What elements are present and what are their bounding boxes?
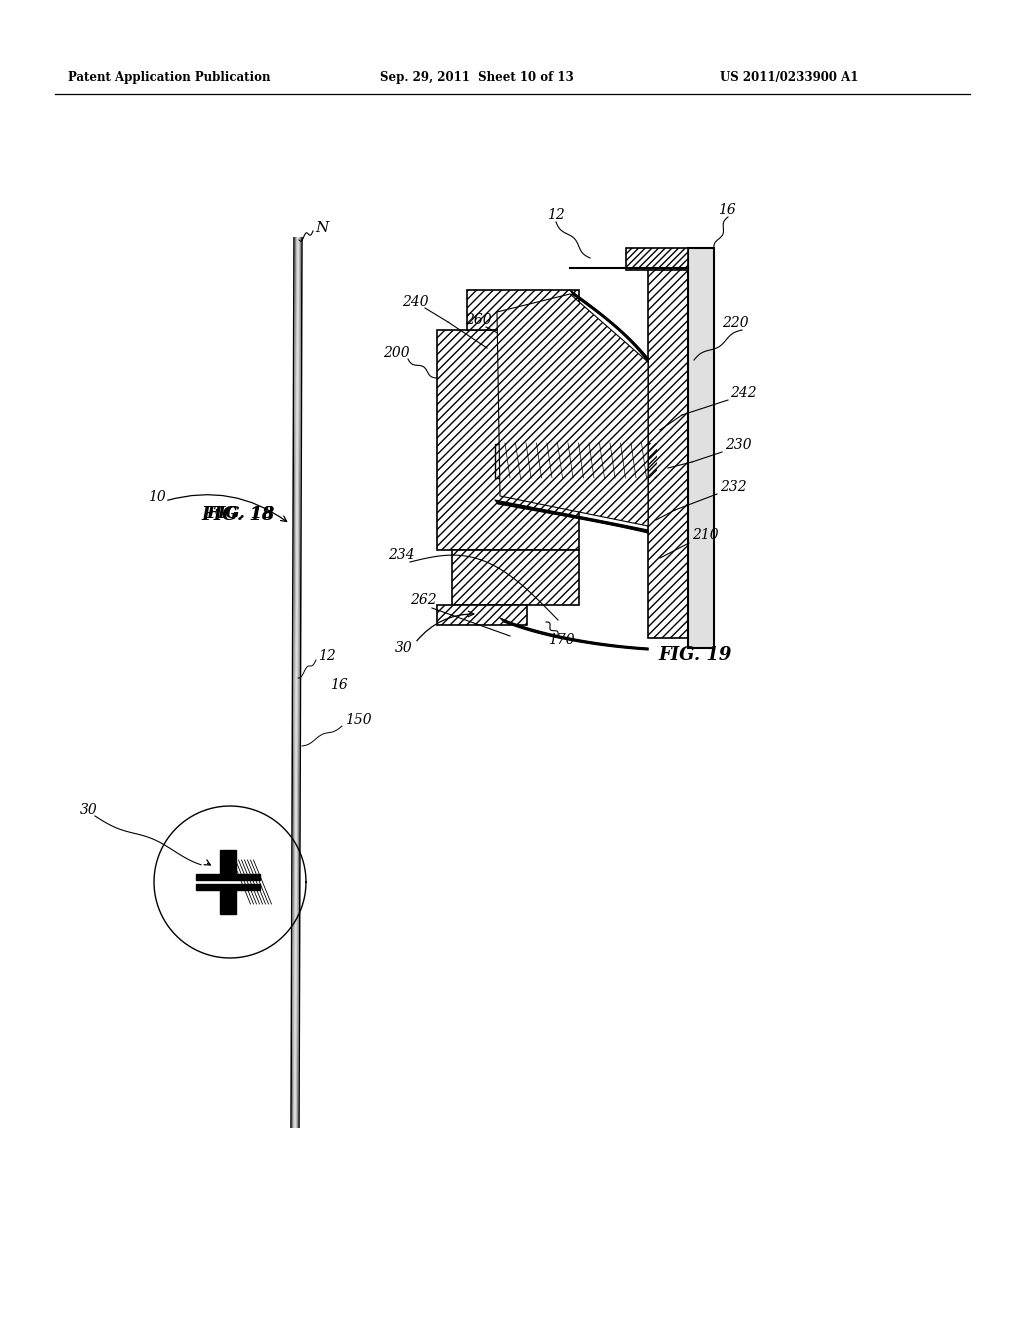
Text: 12: 12 — [547, 209, 565, 222]
Bar — [495, 444, 517, 478]
Polygon shape — [220, 890, 236, 913]
Polygon shape — [220, 850, 236, 874]
Text: FIG. 19: FIG. 19 — [658, 645, 732, 664]
Bar — [437, 605, 527, 624]
Bar — [467, 290, 579, 330]
Bar — [688, 248, 714, 648]
Bar — [467, 290, 579, 330]
Bar — [626, 248, 688, 271]
Bar — [500, 444, 657, 478]
Text: 30: 30 — [80, 803, 97, 817]
Text: US 2011/0233900 A1: US 2011/0233900 A1 — [720, 71, 858, 84]
Bar — [626, 248, 688, 271]
Text: 234: 234 — [388, 548, 415, 562]
Text: 150: 150 — [345, 713, 372, 727]
Bar — [437, 330, 579, 550]
Text: 16: 16 — [718, 203, 736, 216]
Text: Sep. 29, 2011  Sheet 10 of 13: Sep. 29, 2011 Sheet 10 of 13 — [380, 71, 573, 84]
Bar — [688, 248, 714, 648]
Bar — [437, 330, 579, 550]
Text: 262: 262 — [410, 593, 436, 607]
Text: 12: 12 — [318, 649, 336, 663]
Text: 16: 16 — [330, 678, 348, 692]
Text: 170: 170 — [548, 634, 574, 647]
Text: 260: 260 — [465, 313, 492, 327]
Text: Patent Application Publication: Patent Application Publication — [68, 71, 270, 84]
Bar — [648, 268, 688, 638]
Text: 240: 240 — [402, 294, 429, 309]
Bar — [452, 550, 579, 605]
Bar — [495, 444, 517, 478]
Text: FIG. 18: FIG. 18 — [206, 506, 274, 523]
Bar — [500, 444, 657, 478]
Text: 232: 232 — [720, 480, 746, 494]
Text: 200: 200 — [383, 346, 410, 360]
Text: 220: 220 — [722, 315, 749, 330]
Polygon shape — [497, 294, 648, 525]
Bar — [437, 605, 527, 624]
Text: 10: 10 — [148, 490, 166, 504]
Text: N: N — [315, 220, 329, 235]
Text: 30: 30 — [395, 642, 413, 655]
Text: FIG. 18: FIG. 18 — [202, 506, 274, 524]
Bar — [452, 550, 579, 605]
Text: 210: 210 — [692, 528, 719, 543]
Text: 242: 242 — [730, 385, 757, 400]
Bar — [648, 268, 688, 638]
Polygon shape — [196, 874, 260, 880]
Text: 230: 230 — [725, 438, 752, 451]
Polygon shape — [196, 884, 260, 890]
